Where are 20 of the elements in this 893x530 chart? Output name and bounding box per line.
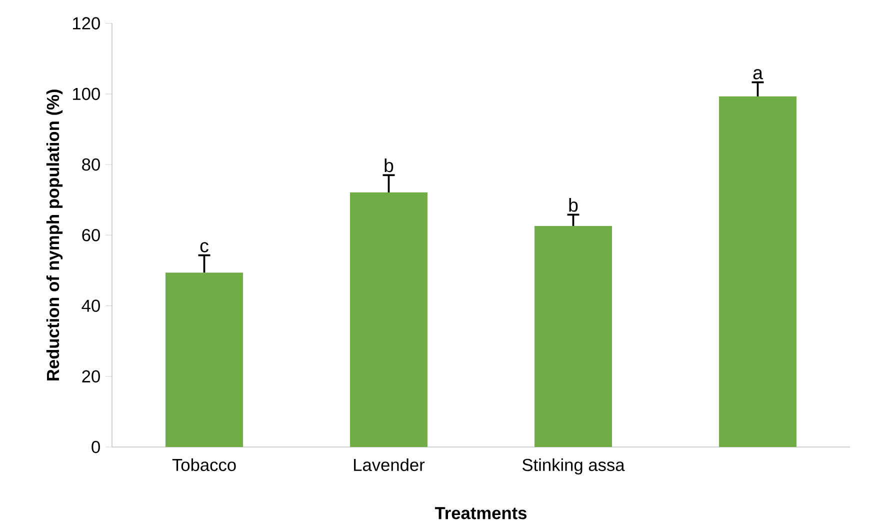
y-tick-label: 80 <box>82 158 100 171</box>
y-tick-label: 120 <box>73 17 100 30</box>
y-tick-label: 0 <box>92 440 100 454</box>
y-tick-label: 40 <box>82 300 100 312</box>
x-axis-title: Treatments <box>434 507 527 520</box>
data-label: b <box>384 158 394 172</box>
y-tick-label: 60 <box>82 229 100 242</box>
y-axis-title: Reduction of nymph population (%) <box>46 90 63 380</box>
bar <box>350 192 428 447</box>
data-label: a <box>753 69 763 80</box>
y-tick-label: 100 <box>73 88 100 100</box>
y-tick-label: 20 <box>82 370 100 383</box>
data-label: b <box>569 198 578 212</box>
bar <box>166 272 243 447</box>
bar <box>719 96 796 447</box>
x-tick-label: Stinking assa <box>522 458 625 475</box>
data-label: c <box>200 242 208 252</box>
x-tick-label: Lavender <box>354 458 425 472</box>
x-tick-label: Tobacco <box>172 458 236 472</box>
bar <box>534 226 612 447</box>
